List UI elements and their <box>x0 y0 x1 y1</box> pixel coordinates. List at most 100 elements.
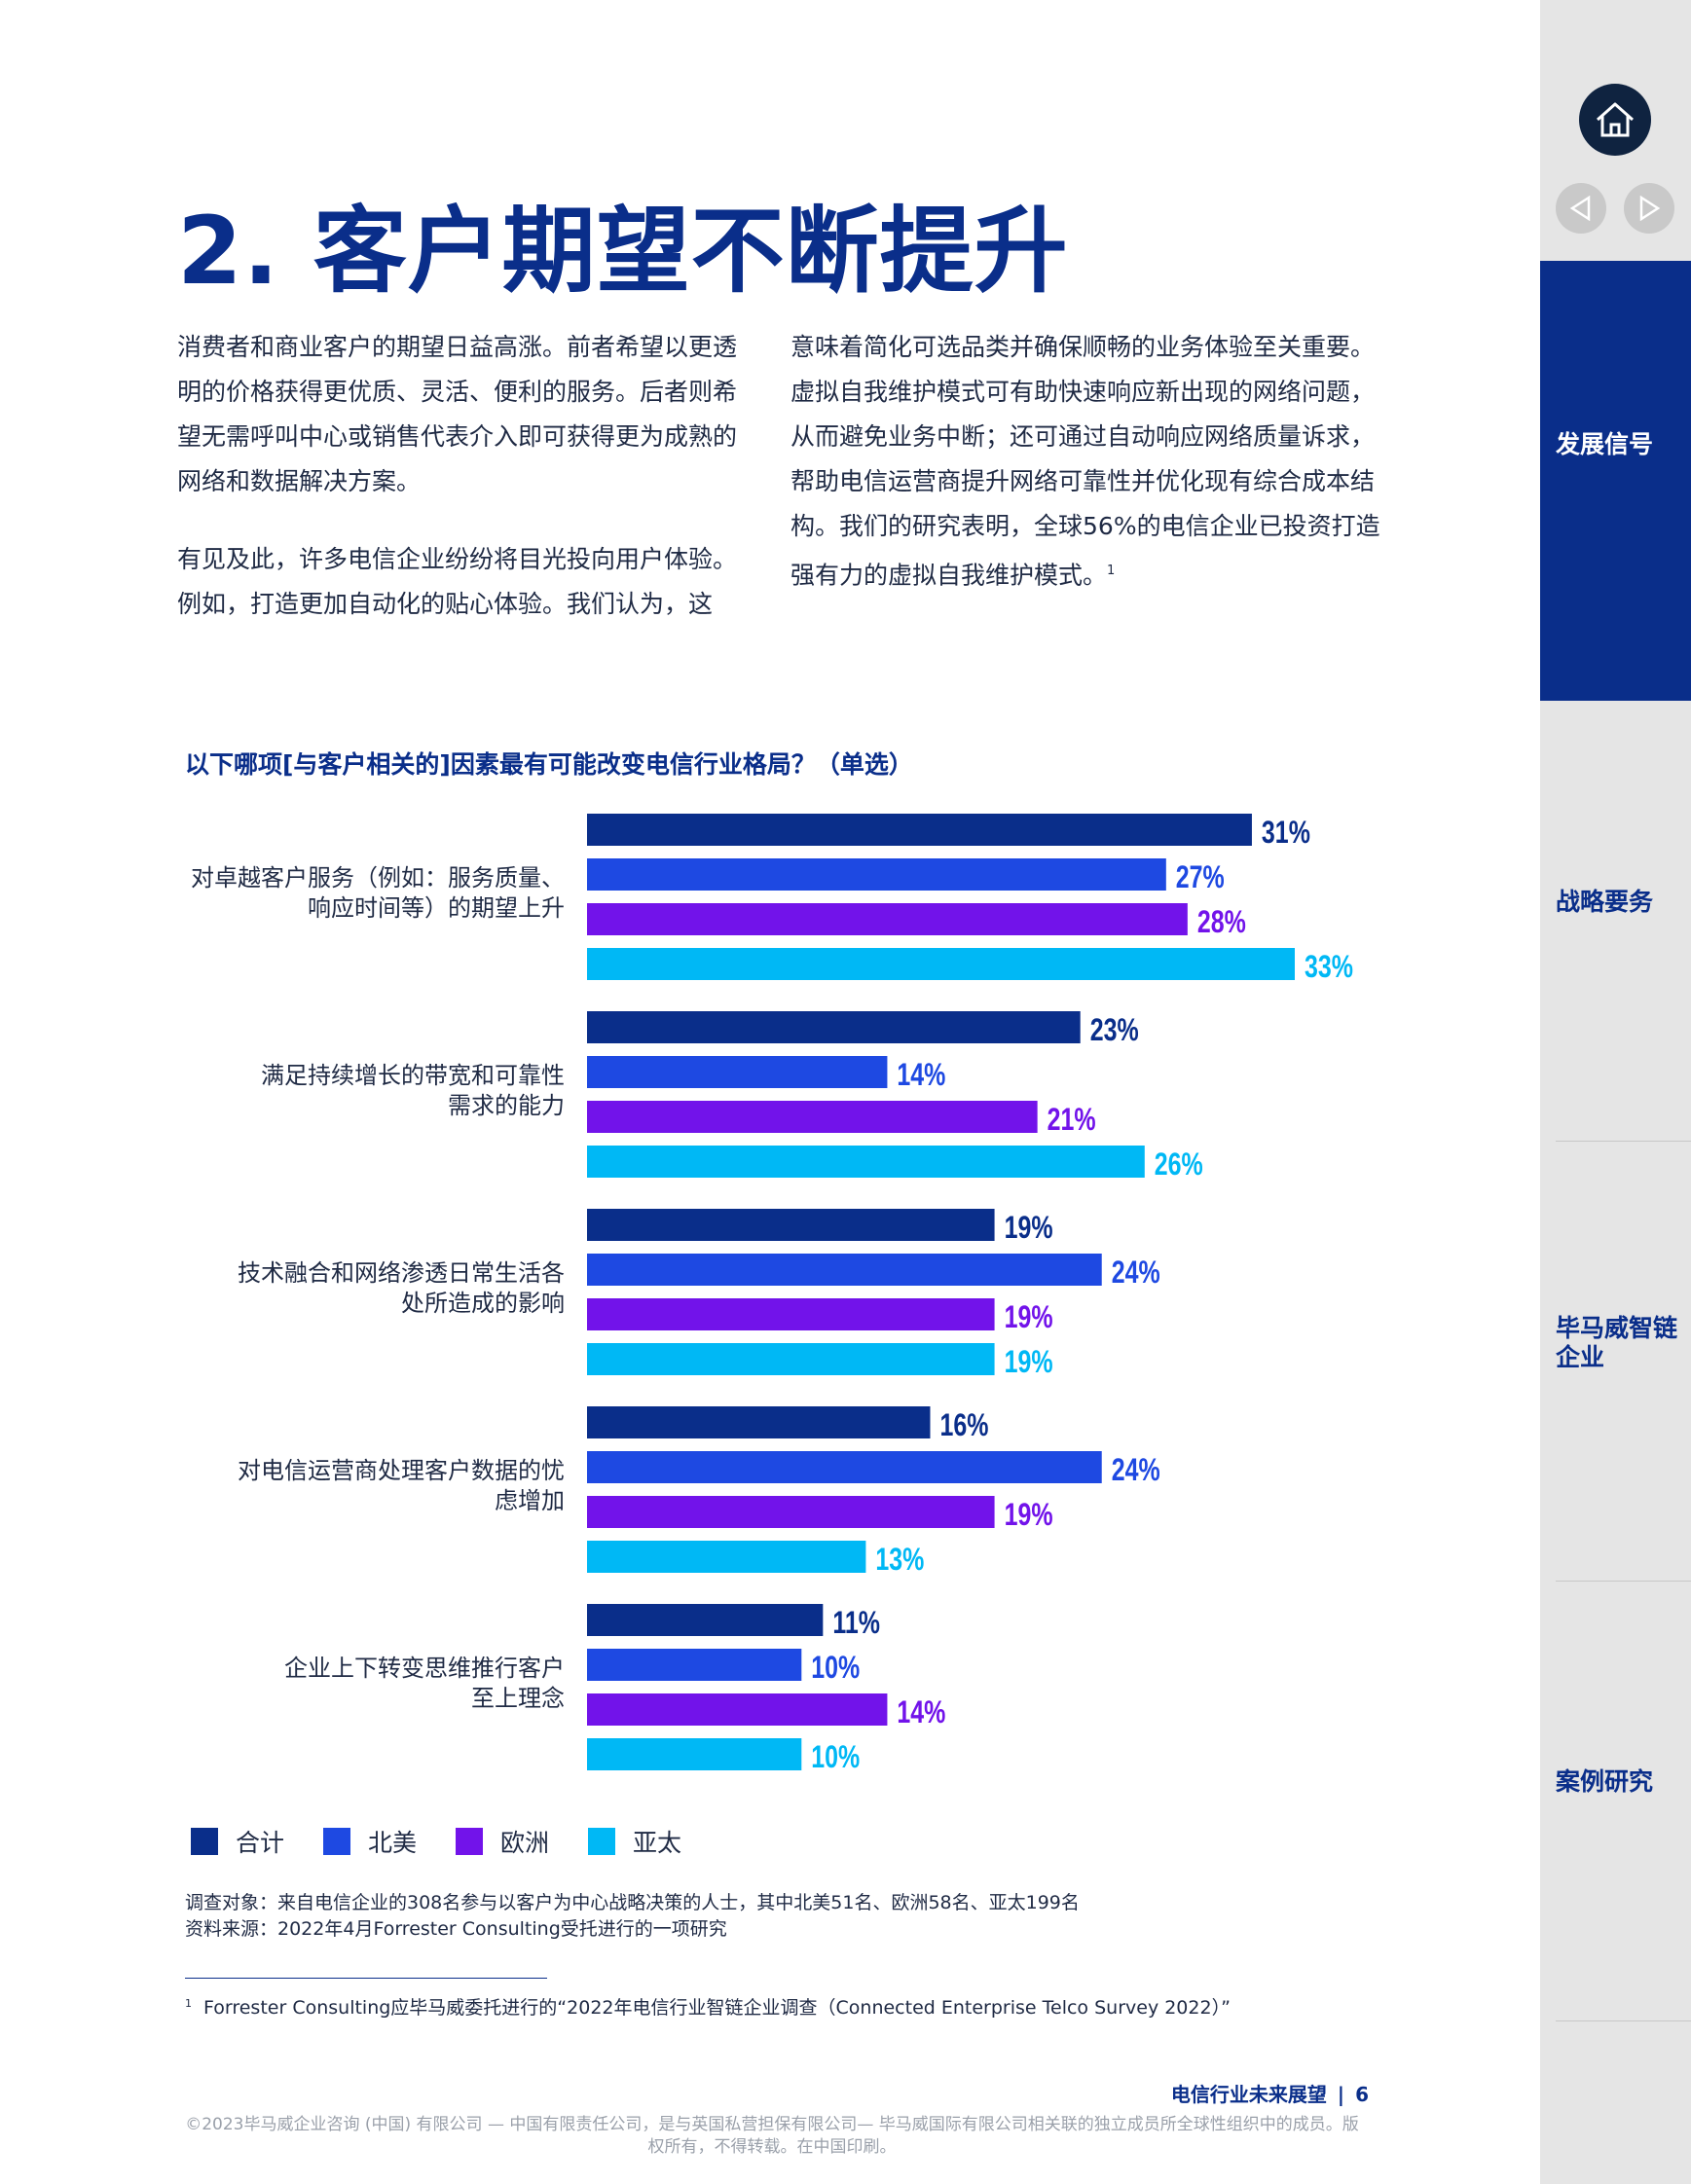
home-icon <box>1597 102 1634 137</box>
category-label: 企业上下转变思维推行客户 <box>284 1655 565 1682</box>
data-label: 33% <box>1305 950 1353 985</box>
body-column-left: 消费者和商业客户的期望日益高涨。前者希望以更透明的价格获得更优质、灵活、便利的服… <box>177 325 752 660</box>
bar <box>587 1451 1102 1483</box>
bar <box>587 1406 931 1438</box>
sidebar-item-label: 毕马威智链企业 <box>1556 1314 1678 1371</box>
sidebar-item-label: 案例研究 <box>1556 1767 1654 1796</box>
bar <box>587 1604 824 1636</box>
data-label: 19% <box>1005 1211 1053 1246</box>
data-label: 19% <box>1005 1498 1053 1533</box>
bar <box>587 858 1166 891</box>
source-note: 资料来源：2022年4月Forrester Consulting受托进行的一项研… <box>185 1918 727 1940</box>
bar <box>587 948 1295 980</box>
data-label: 24% <box>1112 1453 1160 1488</box>
data-label: 14% <box>897 1058 945 1093</box>
data-label: 10% <box>811 1740 860 1775</box>
sidebar-nav: 发展信号 战略要务 毕马威智链企业 案例研究 <box>1540 0 1691 2184</box>
data-label: 10% <box>811 1651 860 1686</box>
sidebar-item-case-studies[interactable]: 案例研究 <box>1540 1583 1691 2020</box>
body-paragraph: 消费者和商业客户的期望日益高涨。前者希望以更透明的价格获得更优质、灵活、便利的服… <box>177 333 738 495</box>
chart-notes: 调查对象：来自电信企业的308名参与以客户为中心战略决策的人士，其中北美51名、… <box>185 1890 1080 1943</box>
data-label: 14% <box>897 1695 945 1730</box>
bar <box>587 1738 802 1770</box>
legend-label: 北美 <box>368 1829 418 1857</box>
footer-separator: | <box>1337 2083 1345 2106</box>
legend-label: 欧洲 <box>500 1829 550 1857</box>
bar <box>587 1496 995 1528</box>
body-column-right: 意味着简化可选品类并确保顺畅的业务体验至关重要。虚拟自我维护模式可有助快速响应新… <box>790 325 1384 631</box>
page-title: 2. 客户期望不断提升 <box>177 197 1069 306</box>
sidebar-item-kpmg-connected-enterprise[interactable]: 毕马威智链企业 <box>1540 1143 1691 1581</box>
bar <box>587 1343 995 1375</box>
data-label: 31% <box>1262 816 1310 851</box>
category-label: 响应时间等）的期望上升 <box>308 894 565 922</box>
category-label: 需求的能力 <box>448 1092 565 1119</box>
data-label: 13% <box>875 1543 924 1578</box>
legend-label: 合计 <box>236 1829 285 1857</box>
footer-publication-label: 电信行业未来展望 <box>1170 2083 1327 2106</box>
bar <box>587 1649 802 1681</box>
data-label: 28% <box>1197 905 1246 940</box>
sidebar-divider <box>1556 1141 1691 1142</box>
data-label: 19% <box>1005 1345 1053 1380</box>
bar <box>587 1541 866 1573</box>
page-footer: 电信行业未来展望 | 6 <box>1129 2079 1369 2107</box>
category-label: 虑增加 <box>495 1487 565 1514</box>
chart-legend: 合计 北美 欧洲 亚太 <box>191 1824 720 1859</box>
bar <box>587 1254 1102 1286</box>
data-label: 16% <box>939 1408 988 1443</box>
footnote-reference[interactable]: 1 <box>1107 564 1116 578</box>
legend-swatch-asia-pacific <box>588 1828 615 1855</box>
legend-item: 合计 <box>191 1824 323 1859</box>
bar <box>587 1146 1145 1178</box>
data-label: 19% <box>1005 1300 1053 1335</box>
legend-swatch-north-america <box>323 1828 350 1855</box>
legend-item: 北美 <box>323 1824 456 1859</box>
footnote: 1 Forrester Consulting应毕马威委托进行的“2022年电信行业… <box>185 1993 1231 2020</box>
sidebar-divider <box>1556 2020 1691 2021</box>
body-paragraph: 意味着简化可选品类并确保顺畅的业务体验至关重要。虚拟自我维护模式可有助快速响应新… <box>790 325 1384 598</box>
data-label: 23% <box>1090 1013 1139 1048</box>
legend-swatch-europe <box>456 1828 483 1855</box>
next-page-button[interactable] <box>1624 183 1674 234</box>
category-label: 满足持续增长的带宽和可靠性 <box>261 1062 565 1089</box>
data-label: 21% <box>1048 1103 1096 1138</box>
bar <box>587 1693 888 1726</box>
sidebar-item-label: 发展信号 <box>1556 430 1654 458</box>
body-paragraph: 有见及此，许多电信企业纷纷将目光投向用户体验。例如，打造更加自动化的贴心体验。我… <box>177 545 738 618</box>
bar-chart: 对卓越客户服务（例如：服务质量、响应时间等）的期望上升 31% 27% 28% 33% 满… <box>191 814 1353 1775</box>
data-label: 27% <box>1176 860 1225 895</box>
data-label: 24% <box>1112 1256 1160 1291</box>
previous-page-button[interactable] <box>1556 183 1606 234</box>
category-label: 对卓越客户服务（例如：服务质量、 <box>191 864 565 892</box>
page-content: 2. 客户期望不断提升 消费者和商业客户的期望日益高涨。前者希望以更透明的价格获… <box>177 197 1384 2157</box>
bar <box>587 1056 888 1088</box>
copyright-notice: ©2023毕马威企业咨询 (中国) 有限公司 — 中国有限责任公司，是与英国私营… <box>185 2115 1359 2157</box>
bar <box>587 814 1252 846</box>
bar <box>587 903 1188 935</box>
sidebar-item-label: 战略要务 <box>1556 888 1654 916</box>
data-label: 26% <box>1155 1147 1203 1183</box>
category-label: 至上理念 <box>471 1685 565 1712</box>
data-label: 11% <box>832 1606 880 1641</box>
sidebar-divider <box>1556 1581 1691 1582</box>
triangle-left-icon <box>1569 196 1591 221</box>
legend-swatch-total <box>191 1828 218 1855</box>
home-button[interactable] <box>1579 84 1651 156</box>
legend-label: 亚太 <box>633 1829 682 1857</box>
category-label: 对电信运营商处理客户数据的忧 <box>238 1457 565 1484</box>
footnote-mark: 1 <box>185 1996 192 2010</box>
legend-item: 亚太 <box>588 1824 720 1859</box>
bar <box>587 1101 1038 1133</box>
sidebar-item-strategic-priorities[interactable]: 战略要务 <box>1540 703 1691 1141</box>
survey-note: 调查对象：来自电信企业的308名参与以客户为中心战略决策的人士，其中北美51名、… <box>185 1892 1080 1913</box>
footnote-text: Forrester Consulting应毕马威委托进行的“2022年电信行业智… <box>203 1997 1231 2019</box>
bar <box>587 1209 995 1241</box>
legend-item: 欧洲 <box>456 1824 588 1859</box>
category-label: 处所造成的影响 <box>401 1290 565 1317</box>
footnote-divider <box>185 1978 547 1979</box>
sidebar-item-development-signals[interactable]: 发展信号 <box>1540 261 1691 701</box>
page-number: 6 <box>1355 2083 1369 2106</box>
bar <box>587 1011 1081 1043</box>
category-label: 技术融合和网络渗透日常生活各 <box>238 1259 565 1287</box>
